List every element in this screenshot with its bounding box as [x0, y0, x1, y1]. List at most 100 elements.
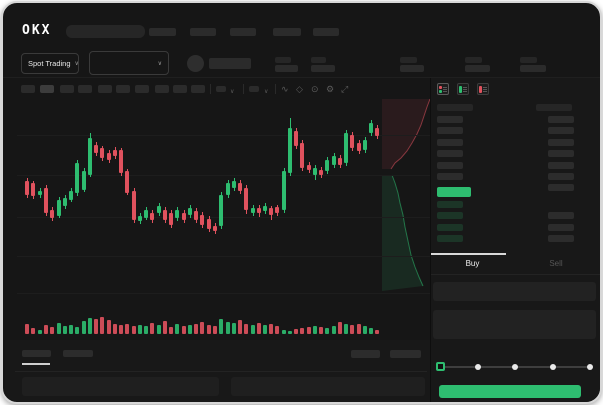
ask-price-bar[interactable]	[437, 173, 463, 180]
volume-bar	[257, 323, 261, 334]
divider	[243, 84, 244, 94]
bid-price-bar[interactable]	[437, 201, 463, 208]
slider-stop-dot[interactable]	[587, 364, 593, 370]
candlestick	[357, 143, 361, 151]
nav-item[interactable]	[230, 28, 256, 36]
nav-item[interactable]	[190, 28, 216, 36]
slider-handle[interactable]	[436, 362, 445, 371]
line-chart-icon[interactable]: ∿	[281, 84, 289, 94]
volume-bar	[207, 325, 211, 334]
ask-price-bar[interactable]	[437, 161, 463, 169]
gridline	[17, 256, 430, 257]
volume-bar	[119, 325, 123, 334]
bid-amount-bar[interactable]	[548, 223, 574, 231]
orders-action-button[interactable]	[390, 350, 421, 358]
slider-stop-dot[interactable]	[549, 364, 556, 370]
candlestick	[344, 133, 348, 163]
gridline	[17, 217, 430, 218]
candlestick	[38, 191, 42, 195]
timeframe-button[interactable]	[191, 85, 205, 93]
timeframe-button[interactable]	[135, 85, 149, 93]
chevron-down-icon: ∨	[74, 61, 79, 67]
slider-stop-dot[interactable]	[474, 364, 481, 370]
ask-price-bar[interactable]	[437, 150, 463, 158]
bid-price-bar[interactable]	[437, 223, 463, 231]
ask-price-bar[interactable]	[437, 127, 463, 135]
volume-bar	[269, 324, 273, 334]
bid-amount-bar[interactable]	[548, 212, 574, 220]
ask-amount-bar[interactable]	[548, 184, 574, 192]
ask-amount-bar[interactable]	[548, 173, 574, 180]
volume-bar	[169, 327, 173, 334]
tab-buy[interactable]: Buy	[465, 259, 480, 268]
chevron-down-icon[interactable]: ∨	[264, 89, 269, 95]
bid-amount-bar[interactable]	[548, 235, 574, 243]
candlestick	[63, 198, 67, 206]
timeframe-button[interactable]	[155, 85, 169, 93]
orderbook-view-asks-icon[interactable]	[477, 83, 489, 95]
candlestick	[31, 183, 35, 196]
bid-price-bar[interactable]	[437, 235, 463, 243]
draw-tool-icon[interactable]: ◇	[296, 84, 303, 94]
fullscreen-icon[interactable]: ⤢	[341, 84, 349, 94]
divider	[210, 84, 211, 94]
volume-bar	[300, 328, 304, 334]
orders-tab[interactable]	[22, 350, 51, 357]
timeframe-button[interactable]	[40, 85, 54, 93]
candlestick	[232, 181, 236, 188]
volume-bar	[144, 326, 148, 334]
candlestick	[251, 208, 255, 213]
timeframe-button[interactable]	[60, 85, 74, 93]
orders-action-button[interactable]	[351, 350, 380, 358]
volume-bar	[194, 324, 198, 334]
orders-tab[interactable]	[63, 350, 93, 357]
slider-stop-dot[interactable]	[512, 364, 518, 370]
candlestick	[332, 156, 336, 165]
volume-bar	[100, 317, 104, 334]
timeframe-button[interactable]	[98, 85, 112, 93]
ask-amount-bar[interactable]	[548, 127, 574, 135]
volume-bar	[25, 324, 29, 334]
timeframe-button[interactable]	[116, 85, 130, 93]
candlestick	[44, 188, 48, 213]
ask-price-bar[interactable]	[437, 138, 463, 146]
market-type-dropdown[interactable]: Spot Trading ∨	[21, 53, 79, 74]
nav-item[interactable]	[313, 28, 339, 36]
timeframe-button[interactable]	[78, 85, 92, 93]
candlestick	[313, 168, 317, 175]
candlestick	[107, 153, 111, 160]
ask-amount-bar[interactable]	[548, 161, 574, 169]
pair-selector-dropdown[interactable]: ∨	[89, 51, 169, 75]
nav-item[interactable]	[273, 28, 301, 36]
price-input[interactable]	[433, 282, 596, 301]
bid-price-bar[interactable]	[437, 212, 463, 220]
divider	[430, 78, 431, 402]
ask-price-bar[interactable]	[437, 116, 463, 123]
candlestick	[288, 128, 292, 173]
volume-bar	[213, 326, 217, 334]
search-input[interactable]	[66, 25, 145, 38]
amount-input[interactable]	[433, 310, 596, 339]
volume-bar	[157, 325, 161, 334]
ask-amount-bar[interactable]	[548, 138, 574, 146]
timeframe-button[interactable]	[173, 85, 187, 93]
ask-amount-bar[interactable]	[548, 116, 574, 123]
candlestick	[163, 210, 167, 220]
candlestick	[282, 171, 286, 210]
buy-submit-button[interactable]	[439, 385, 581, 398]
tab-sell[interactable]: Sell	[549, 259, 563, 268]
timeframe-button[interactable]	[21, 85, 35, 93]
orderbook-view-combined-icon[interactable]	[437, 83, 449, 95]
ask-amount-bar[interactable]	[548, 150, 574, 158]
candlestick	[269, 208, 273, 215]
candlestick	[219, 195, 223, 226]
screenshot-icon[interactable]: ⊙	[311, 84, 319, 94]
chevron-down-icon[interactable]: ∨	[230, 89, 235, 95]
indicator-dropdown[interactable]	[216, 86, 226, 92]
settings-gear-icon[interactable]: ⚙	[326, 84, 335, 94]
volume-bar	[263, 325, 267, 334]
orderbook-view-bids-icon[interactable]	[457, 83, 469, 95]
okx-logo: OKX	[22, 23, 52, 38]
compare-dropdown[interactable]	[249, 86, 259, 92]
nav-item[interactable]	[149, 28, 176, 36]
